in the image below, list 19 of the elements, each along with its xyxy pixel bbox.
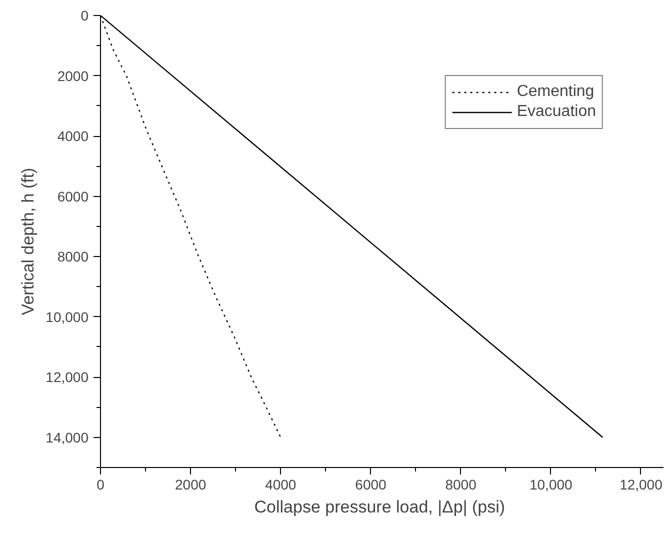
legend-label: Cementing bbox=[516, 83, 594, 101]
legend-label: Evacuation bbox=[516, 103, 596, 121]
y-tick-label: 10,000 bbox=[46, 308, 89, 325]
y-tick-label: 14,000 bbox=[46, 429, 89, 446]
x-tick-label: 4000 bbox=[265, 476, 296, 492]
y-tick-label: 0 bbox=[80, 8, 89, 24]
x-tick-label: 6000 bbox=[355, 476, 387, 492]
x-tick-label: 0 bbox=[96, 476, 105, 492]
y-tick-label: 6000 bbox=[57, 188, 89, 204]
x-axis-title: Collapse pressure load, |Δp| (psi) bbox=[254, 498, 506, 516]
x-tick-label: 10,000 bbox=[529, 476, 573, 492]
y-tick-label: 8000 bbox=[57, 248, 89, 265]
x-tick-label: 12,000 bbox=[620, 476, 663, 492]
x-tick-label: 2000 bbox=[175, 476, 206, 492]
y-axis-title: Vertical depth, h (ft) bbox=[18, 168, 38, 316]
y-tick-label: 2000 bbox=[57, 68, 89, 84]
y-tick-label: 4000 bbox=[57, 128, 89, 144]
y-tick-label: 12,000 bbox=[46, 369, 89, 386]
x-tick-label: 8000 bbox=[445, 476, 477, 492]
